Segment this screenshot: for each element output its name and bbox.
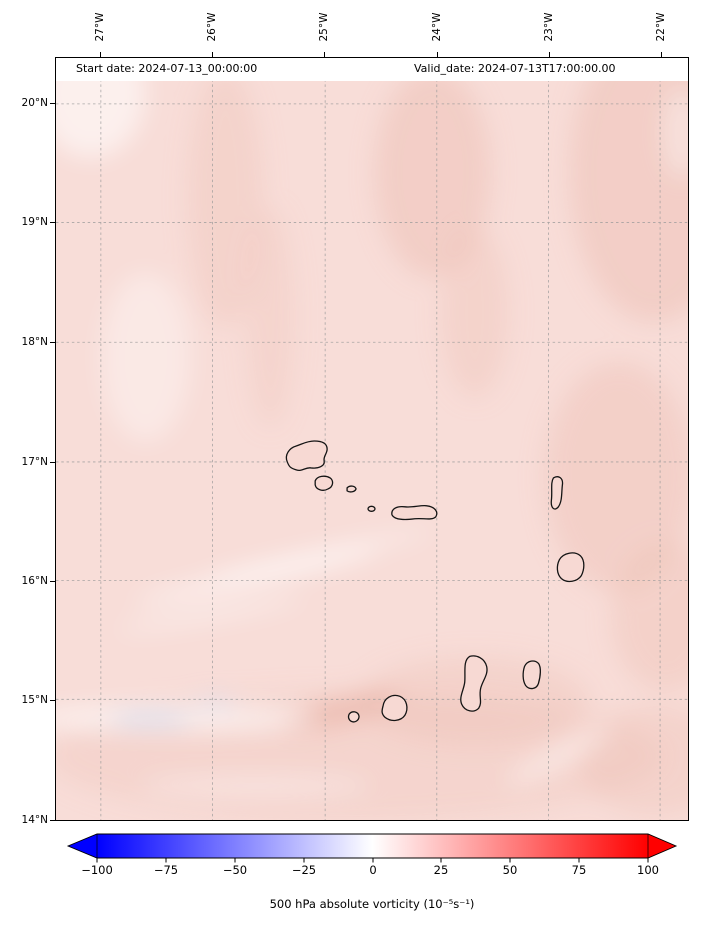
x-axis-tick bbox=[437, 52, 438, 57]
valid-date-label: Valid_date: 2024-07-13T17:00:00.00 bbox=[414, 62, 616, 75]
x-axis-tick bbox=[212, 52, 213, 57]
header-band: Start date: 2024-07-13_00:00:00 Valid_da… bbox=[56, 58, 688, 81]
y-axis-label: 14°N bbox=[21, 814, 48, 826]
y-axis-label: 18°N bbox=[21, 336, 48, 348]
vorticity-shading bbox=[56, 58, 688, 820]
map-canvas bbox=[56, 58, 688, 820]
island-coastlines bbox=[285, 440, 585, 723]
x-axis-label: 24°W bbox=[431, 12, 443, 42]
colorbar-tick-label: −75 bbox=[153, 863, 179, 877]
colorbar-tick-label: 50 bbox=[502, 863, 518, 877]
x-axis-label: 27°W bbox=[94, 12, 106, 42]
x-axis-label: 23°W bbox=[543, 12, 555, 42]
y-axis-label: 20°N bbox=[21, 97, 48, 109]
y-axis-label: 15°N bbox=[21, 694, 48, 706]
colorbar-tick-label: 75 bbox=[571, 863, 587, 877]
y-axis-tick bbox=[50, 820, 55, 821]
colorbar-tick-label: 0 bbox=[369, 863, 377, 877]
y-axis-tick bbox=[50, 222, 55, 223]
y-axis-label: 16°N bbox=[21, 575, 48, 587]
x-axis-tick bbox=[661, 52, 662, 57]
plot-area: Start date: 2024-07-13_00:00:00 Valid_da… bbox=[55, 57, 689, 821]
colorbar-title: 500 hPa absolute vorticity (10⁻⁵s⁻¹) bbox=[269, 897, 475, 911]
colorbar-tick-label: −100 bbox=[81, 863, 113, 877]
y-axis-tick bbox=[50, 342, 55, 343]
colorbar-ticks bbox=[96, 858, 649, 863]
start-date-label: Start date: 2024-07-13_00:00:00 bbox=[76, 62, 258, 75]
x-axis-tick bbox=[100, 52, 101, 57]
x-axis-tick bbox=[549, 52, 550, 57]
y-axis-tick bbox=[50, 581, 55, 582]
colorbar-gradient bbox=[66, 833, 678, 859]
x-axis-label: 26°W bbox=[206, 12, 218, 42]
x-axis-tick bbox=[324, 52, 325, 57]
y-axis-label: 17°N bbox=[21, 456, 48, 468]
x-axis-label: 22°W bbox=[655, 12, 667, 42]
colorbar bbox=[66, 833, 678, 863]
x-axis-label: 25°W bbox=[318, 12, 330, 42]
colorbar-tick-label: 100 bbox=[637, 863, 659, 877]
colorbar-tick-label: 25 bbox=[433, 863, 449, 877]
grid-lines bbox=[56, 58, 688, 820]
colorbar-tick-label: −50 bbox=[222, 863, 248, 877]
colorbar-tick-label: −25 bbox=[291, 863, 317, 877]
y-axis-tick bbox=[50, 462, 55, 463]
y-axis-label: 19°N bbox=[21, 216, 48, 228]
y-axis-tick bbox=[50, 103, 55, 104]
y-axis-tick bbox=[50, 700, 55, 701]
